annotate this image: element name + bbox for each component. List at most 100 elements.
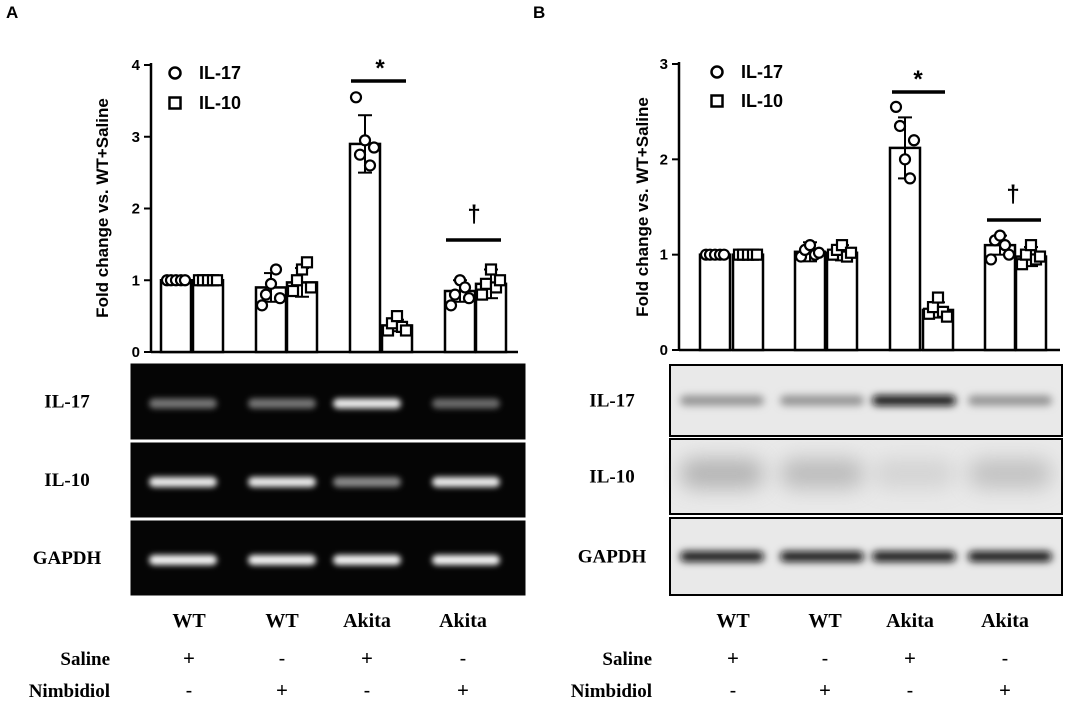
minus-sign: -	[364, 680, 371, 702]
data-point-square	[290, 274, 304, 287]
legend-marker-circle	[168, 66, 182, 80]
data-point-square	[1033, 250, 1047, 263]
significance-asterisk: *	[375, 55, 385, 82]
data-point-circle	[363, 159, 377, 172]
data-point-square	[493, 274, 507, 287]
chart-a: 0 1 2 3 4 Fold change vs. WT+Saline IL-17 IL-10…	[93, 55, 518, 361]
data-point-circle	[458, 281, 472, 294]
data-point-square	[750, 248, 764, 261]
data-point-circle	[255, 299, 269, 312]
group-label: Akita	[886, 610, 934, 632]
data-point-circle	[367, 141, 381, 154]
data-point-circle	[444, 299, 458, 312]
data-point-circle	[907, 134, 921, 147]
data-point-circle	[898, 153, 912, 166]
bar-il-17-1	[793, 250, 827, 352]
chart-b: 0 1 2 3 Fold change vs. WT+Saline IL-17 IL-10 *…	[633, 56, 1060, 359]
data-point-circle	[273, 292, 287, 305]
condition-label-saline: Saline	[602, 649, 652, 670]
minus-sign: -	[907, 680, 914, 702]
data-point-circle	[462, 292, 476, 305]
minus-sign: -	[186, 680, 193, 702]
data-point-circle	[993, 229, 1007, 242]
blot-band	[333, 477, 401, 487]
data-point-circle	[803, 239, 817, 252]
bar-il-17-0	[698, 253, 732, 352]
legend-label-il10: IL-10	[199, 93, 241, 113]
plus-sign: +	[361, 648, 373, 670]
minus-sign: -	[822, 648, 829, 670]
data-point-circle	[448, 288, 462, 301]
plus-sign: +	[183, 648, 195, 670]
blot-band	[872, 551, 956, 562]
y-tick-label: 1	[660, 247, 668, 264]
data-point-circle	[1002, 248, 1016, 261]
data-point-square	[399, 324, 413, 337]
condition-label-nimbidiol: Nimbidiol	[571, 681, 652, 702]
data-point-circle	[812, 246, 826, 259]
data-point-square	[844, 246, 858, 259]
blot-band	[333, 398, 401, 409]
blot-band	[872, 458, 956, 489]
blot-band	[149, 555, 217, 565]
blot-band	[333, 555, 401, 565]
blot-band	[780, 458, 864, 489]
data-point-circle	[259, 288, 273, 301]
y-tick-label: 2	[132, 201, 140, 218]
blot-label-il-10: IL-10	[589, 467, 634, 488]
data-point-circle	[178, 274, 192, 287]
data-point-circle	[269, 263, 283, 276]
legend-label-il17: IL-17	[199, 63, 241, 83]
blot-band	[432, 398, 500, 409]
legend-marker-square	[168, 96, 182, 110]
y-tick-label: 3	[660, 56, 668, 73]
data-point-circle	[984, 253, 998, 266]
bar-il-10-3	[1014, 255, 1048, 352]
significance-dagger: †	[1006, 181, 1019, 208]
data-point-circle	[889, 100, 903, 114]
data-point-square	[286, 284, 300, 298]
panel-letter-b: B	[533, 3, 545, 22]
y-tick-label: 3	[132, 129, 140, 146]
blot-label-gapdh: GAPDH	[33, 548, 102, 569]
legend-label-il10: IL-10	[741, 91, 783, 111]
minus-sign: -	[730, 680, 737, 702]
blot-band	[872, 395, 956, 406]
blot-band	[149, 398, 217, 409]
blot-label-il-10: IL-10	[44, 470, 89, 491]
data-point-square	[484, 263, 498, 276]
group-label: WT	[808, 610, 842, 632]
data-point-square	[210, 274, 224, 287]
blot-band	[780, 395, 864, 406]
group-label: WT	[716, 610, 750, 632]
significance-dagger: †	[467, 201, 480, 228]
blot-band	[248, 398, 316, 409]
conditions-a: WT WT Akita Akita Saline + - + - Nimbidiol - + - +	[29, 610, 487, 702]
data-point-square	[931, 291, 945, 304]
data-point-circle	[349, 91, 363, 104]
blot-band	[432, 555, 500, 565]
data-point-circle	[893, 119, 907, 133]
y-tick-label: 0	[132, 344, 140, 361]
blot-label-il-17: IL-17	[589, 391, 635, 412]
plus-sign: +	[904, 648, 916, 670]
bar-il-17-2	[348, 142, 382, 354]
blot-band	[780, 551, 864, 562]
data-point-square	[1024, 239, 1038, 252]
blot-band	[680, 395, 764, 406]
y-axis-label: Fold change vs. WT+Saline	[93, 98, 112, 318]
blot-band	[149, 477, 217, 487]
bar-il-10-0	[731, 253, 765, 352]
blots-a: IL-17 IL-10 GAPDH	[33, 362, 527, 597]
data-point-circle	[903, 172, 917, 185]
group-label: WT	[265, 610, 299, 632]
data-point-square	[475, 288, 489, 301]
y-tick-label: 0	[660, 342, 668, 359]
group-label: Akita	[981, 610, 1029, 632]
legend-marker-square	[710, 94, 724, 108]
group-label: Akita	[439, 610, 487, 632]
bar-il-17-0	[159, 279, 193, 354]
y-tick-label: 1	[132, 272, 140, 289]
data-point-square	[835, 239, 849, 252]
